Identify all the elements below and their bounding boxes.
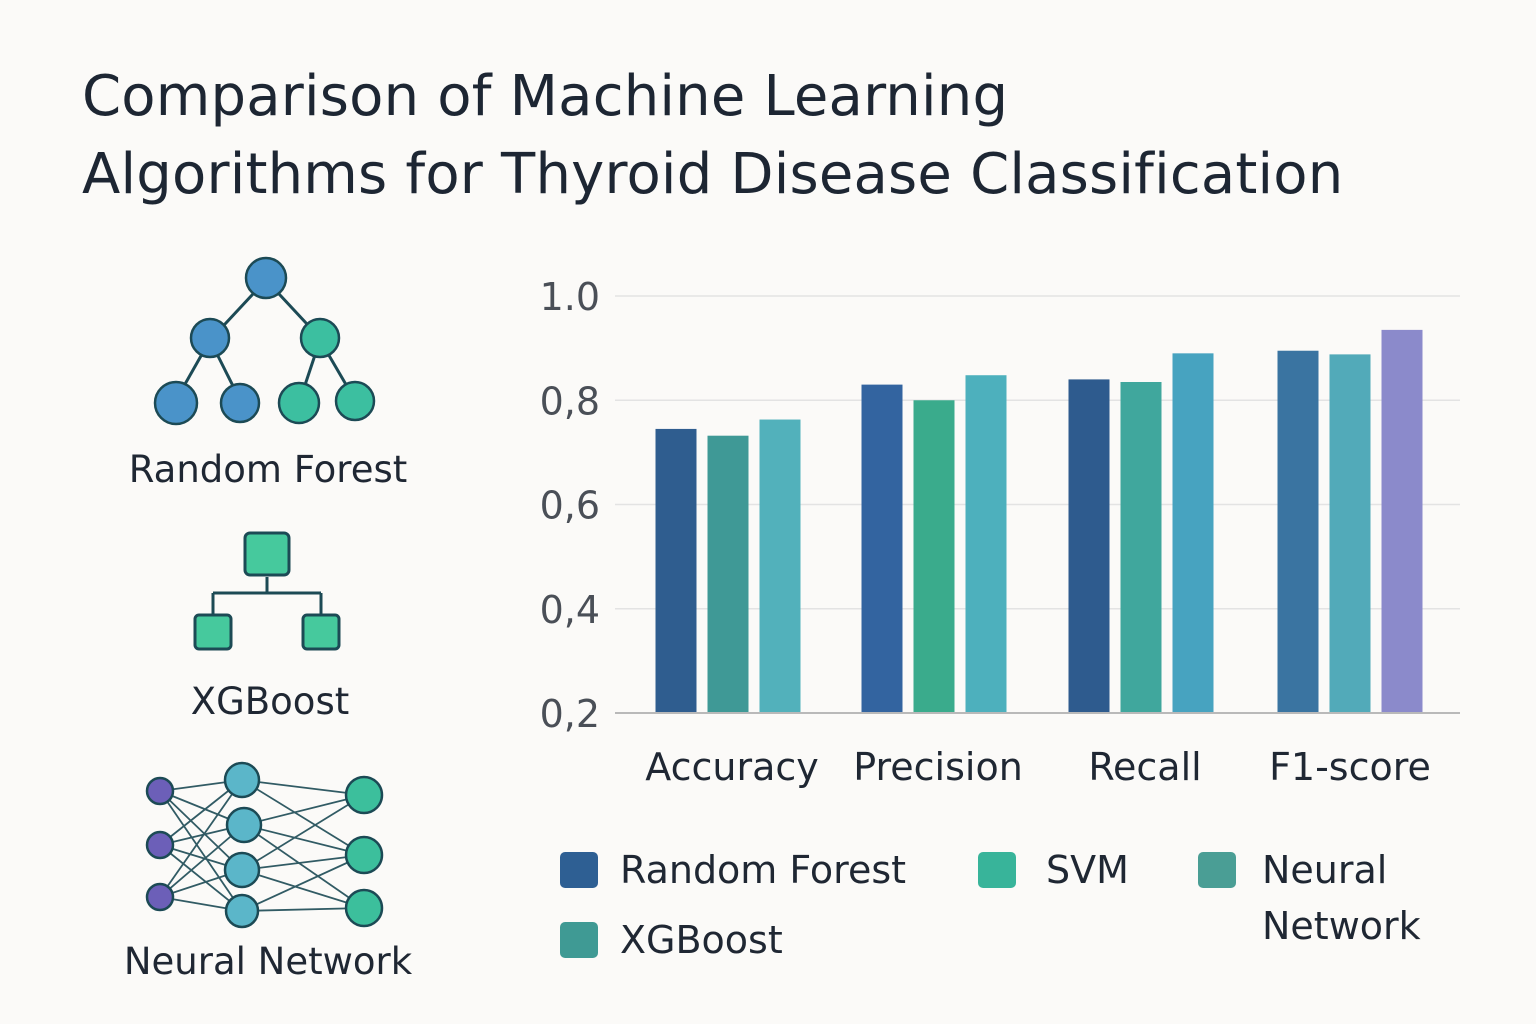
random-forest-icon — [140, 250, 400, 439]
neural-network-label: Neural Network — [123, 940, 413, 983]
legend-item-neural-network: Neural Network — [1198, 848, 1421, 954]
random-forest-label: Random Forest — [128, 448, 408, 491]
xgboost-label: XGBoost — [190, 680, 350, 723]
legend-swatch-svm — [978, 852, 1016, 888]
x-tick-label: F1-score — [1269, 745, 1431, 789]
y-tick-label: 0,8 — [540, 379, 600, 423]
y-tick-label: 0,2 — [540, 692, 600, 736]
title-line-2: Algorithms for Thyroid Disease Classific… — [82, 142, 1344, 207]
bar — [1068, 379, 1110, 713]
chart-axes: 1.0 0,8 0,6 0,4 0,2 Accuracy Precision Recall F1… — [540, 275, 1460, 789]
legend-item-random-forest: Random Forest — [560, 848, 906, 898]
bar — [759, 419, 801, 713]
bar — [1329, 354, 1371, 713]
bar — [655, 428, 697, 713]
bar — [1381, 329, 1423, 713]
chart-grid — [615, 295, 1460, 610]
y-tick-label: 0,6 — [540, 484, 600, 528]
legend-swatch-random-forest — [560, 852, 598, 888]
x-tick-label: Recall — [1088, 745, 1201, 789]
x-tick-label: Precision — [853, 745, 1023, 789]
bar — [861, 384, 903, 713]
bar — [1172, 353, 1214, 713]
legend-item-xgboost: XGBoost — [560, 918, 783, 968]
legend-item-svm: SVM — [978, 848, 1129, 898]
chart-bars — [655, 329, 1423, 713]
bar — [707, 435, 749, 713]
xgboost-icon — [185, 525, 355, 664]
y-tick-label: 1.0 — [540, 275, 600, 319]
bar — [965, 375, 1007, 713]
bar — [1277, 350, 1319, 713]
legend-label-xgboost: XGBoost — [620, 918, 783, 962]
legend-swatch-neural-network — [1198, 852, 1236, 888]
bar — [913, 400, 955, 713]
title-line-1: Comparison of Machine Learning — [82, 64, 1009, 129]
legend-swatch-xgboost — [560, 922, 598, 958]
legend-label-random-forest: Random Forest — [620, 848, 907, 892]
neural-network-icon — [140, 755, 400, 944]
bar — [1120, 382, 1162, 713]
legend-label-neural-network: Neural Network — [1262, 848, 1421, 948]
x-tick-label: Accuracy — [645, 745, 819, 789]
y-tick-label: 0,4 — [540, 588, 600, 632]
legend-label-svm: SVM — [1046, 848, 1129, 892]
chart-title: Comparison of Machine Learning Algorithm… — [82, 58, 1482, 214]
